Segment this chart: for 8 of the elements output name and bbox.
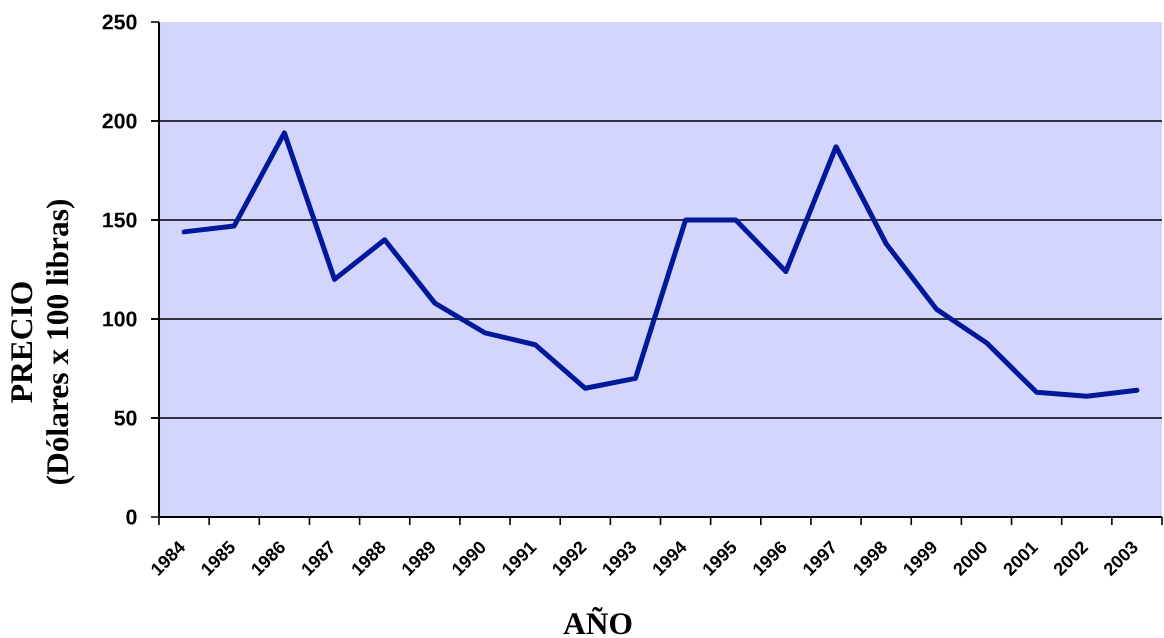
y-tick-label: 50 bbox=[114, 410, 137, 426]
y-tick-label: 0 bbox=[126, 509, 137, 525]
x-axis-title: AÑO bbox=[563, 606, 632, 635]
y-axis-title: PRECIO (Dólares x 100 libras) bbox=[11, 199, 75, 485]
y-tick-label: 150 bbox=[103, 212, 137, 228]
y-tick-label: 250 bbox=[102, 14, 137, 30]
y-tick-label: 200 bbox=[102, 113, 137, 129]
y-tick-label: 100 bbox=[103, 311, 137, 327]
